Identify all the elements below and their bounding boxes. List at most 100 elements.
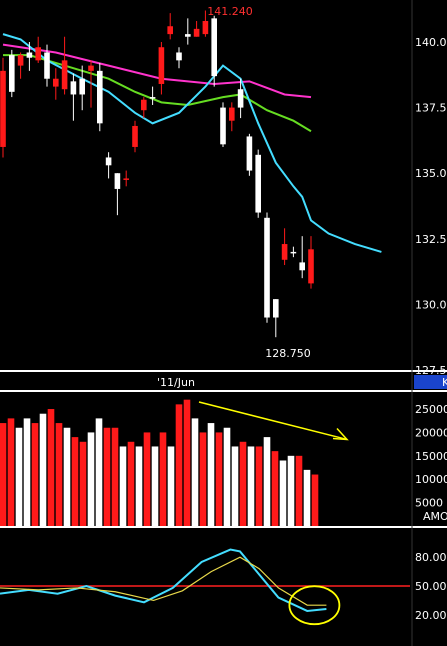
candle — [308, 236, 314, 289]
volume-bar — [175, 404, 183, 526]
volume-bar — [87, 432, 95, 526]
volume-bar — [95, 418, 103, 526]
oscillator-panel: 80.00 50.00 20.00 — [0, 548, 447, 626]
candle — [123, 170, 129, 187]
volume-bars — [0, 399, 319, 526]
candle — [114, 173, 121, 216]
volume-bar — [191, 418, 199, 526]
volume-bar — [255, 446, 263, 526]
candle — [53, 68, 59, 100]
axis-separator-bottom — [0, 390, 447, 392]
candle — [17, 52, 24, 79]
volume-tick-label: 15000 — [415, 450, 447, 463]
volume-bar — [239, 441, 247, 526]
volume-tick-label: 10000 — [415, 473, 447, 486]
axis-separator-top — [0, 370, 447, 372]
price-panel-right-tag — [414, 375, 447, 389]
price-tick-label: 135.0 — [415, 167, 447, 180]
volume-bar — [63, 427, 71, 526]
candle — [70, 73, 77, 121]
volume-trendline-arrowhead — [332, 427, 349, 441]
volume-bar — [39, 413, 47, 526]
volume-bar — [215, 432, 223, 526]
volume-bar — [79, 441, 87, 526]
oscillator-line — [0, 556, 327, 606]
volume-panel: 25000 20000 15000 10000 5000 AMO — [0, 399, 447, 526]
oscillator-highlight-circle — [288, 585, 341, 626]
volume-bar — [263, 437, 271, 526]
price-tick-label: 137.5 — [415, 102, 447, 115]
candle — [273, 299, 279, 338]
candle — [26, 41, 33, 71]
candle — [61, 36, 68, 95]
volume-bar — [223, 427, 231, 526]
volume-tick-label: 5000 — [415, 497, 443, 510]
volume-bar — [183, 399, 191, 526]
price-candles — [0, 10, 314, 338]
oscillator-tick-label: 80.00 — [415, 551, 447, 564]
volume-bar — [103, 427, 111, 526]
price-tick-label: 140.0 — [415, 36, 447, 49]
volume-bar — [279, 460, 287, 526]
candle — [193, 20, 200, 37]
volume-bar — [119, 446, 127, 526]
volume-bar — [143, 432, 151, 526]
volume-bar — [55, 423, 63, 526]
volume-label: AMO — [423, 510, 447, 523]
volume-bar — [7, 418, 15, 526]
volume-bar — [311, 474, 319, 526]
candle — [44, 44, 50, 87]
volume-bar — [135, 446, 143, 526]
candle — [264, 212, 270, 323]
candle — [132, 120, 138, 153]
candle — [220, 102, 226, 147]
volume-bar — [31, 423, 39, 526]
candle — [158, 41, 165, 95]
candle — [167, 13, 173, 40]
moving-average-line — [2, 33, 382, 253]
oscillator-tick-label: 50.00 — [415, 580, 447, 593]
oscillator-tick-label: 20.00 — [415, 609, 447, 622]
price-tick-label: 130.0 — [415, 298, 447, 311]
candle — [202, 10, 209, 37]
candle — [299, 236, 305, 279]
candle — [141, 97, 147, 119]
price-tick-label: 132.5 — [415, 233, 447, 246]
candle — [185, 18, 191, 45]
candle — [229, 102, 235, 132]
candle — [97, 62, 103, 132]
volume-bar — [167, 446, 175, 526]
volume-bar — [151, 446, 159, 526]
volume-bar — [111, 427, 119, 526]
candle — [246, 133, 253, 176]
candle — [176, 47, 182, 69]
volume-axis: 25000 20000 15000 10000 5000 — [415, 403, 447, 510]
volume-bar — [71, 437, 79, 526]
candle — [290, 246, 297, 258]
candle — [255, 149, 261, 218]
candle — [149, 86, 156, 105]
volume-tick-label: 20000 — [415, 426, 447, 439]
volume-bar — [207, 423, 215, 526]
volume-trendline — [198, 401, 348, 441]
volume-tick-label: 25000 — [415, 403, 447, 416]
moving-averages — [2, 33, 382, 253]
candle — [88, 60, 94, 108]
volume-bar — [127, 441, 135, 526]
volume-bar — [47, 409, 55, 526]
date-label: '11/Jun — [157, 376, 195, 389]
oscillator-axis: 80.00 50.00 20.00 — [415, 551, 447, 622]
volume-bar — [159, 432, 167, 526]
volume-bar — [15, 427, 23, 526]
low-annotation: 128.750 — [265, 347, 311, 360]
candle — [105, 152, 112, 179]
candle — [9, 49, 15, 98]
candle — [35, 36, 41, 63]
volume-bar — [0, 423, 7, 526]
candle — [281, 228, 288, 266]
volume-bar — [199, 432, 207, 526]
oscillator-line — [0, 548, 327, 612]
